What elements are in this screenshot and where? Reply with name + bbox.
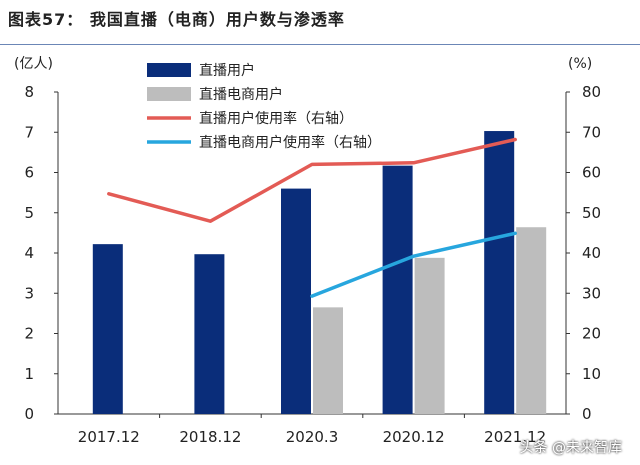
- right-tick-label: 10: [582, 365, 601, 383]
- left-tick-label: 6: [24, 164, 34, 182]
- watermark: 头条 @未来智库: [519, 440, 622, 456]
- right-tick-label: 50: [582, 204, 601, 222]
- left-tick-label: 2: [24, 325, 34, 343]
- right-tick-label: 40: [582, 244, 601, 262]
- left-tick-label: 8: [24, 83, 34, 101]
- x-tick-label: 2020.3: [286, 428, 339, 446]
- bar-live-users: [92, 244, 123, 414]
- right-tick-label: 60: [582, 164, 601, 182]
- bar-live-users: [194, 254, 225, 414]
- line-live-usage-rate: [107, 137, 517, 223]
- bar-ecommerce-users: [516, 227, 547, 414]
- right-tick-label: 0: [582, 405, 592, 423]
- legend-label: 直播用户: [199, 62, 255, 79]
- legend-label: 直播电商用户使用率（右轴）: [199, 134, 381, 151]
- left-tick-label: 5: [24, 204, 34, 222]
- left-tick-label: 4: [24, 244, 34, 262]
- x-tick-label: 2018.12: [179, 428, 241, 446]
- left-tick-label: 1: [24, 365, 34, 383]
- x-tick-label: 2021.12: [484, 428, 546, 446]
- title-divider: [0, 44, 640, 45]
- x-tick-label: 2017.12: [78, 428, 140, 446]
- right-axis-unit: (%): [568, 56, 592, 72]
- right-tick-label: 30: [582, 284, 601, 302]
- left-tick-label: 7: [24, 123, 34, 141]
- legend-label: 直播用户使用率（右轴）: [199, 110, 353, 127]
- right-tick-label: 70: [582, 123, 601, 141]
- left-axis-unit: (亿人): [14, 56, 53, 72]
- left-tick-label: 0: [24, 405, 34, 423]
- legend-swatch: [147, 63, 191, 77]
- bar-live-users: [484, 131, 515, 415]
- x-tick-label: 2020.12: [383, 428, 445, 446]
- left-tick-label: 3: [24, 284, 34, 302]
- figure-title: 图表57： 我国直播（电商）用户数与渗透率: [8, 10, 345, 29]
- right-tick-label: 80: [582, 83, 601, 101]
- right-tick-label: 20: [582, 325, 601, 343]
- legend-label: 直播电商用户: [199, 86, 283, 103]
- bar-live-users: [281, 188, 311, 414]
- legend-swatch: [147, 87, 191, 101]
- bar-ecommerce-users: [313, 307, 343, 414]
- bar-live-users: [382, 165, 413, 414]
- bar-ecommerce-users: [414, 257, 445, 414]
- line-ecommerce-usage-rate: [310, 231, 517, 298]
